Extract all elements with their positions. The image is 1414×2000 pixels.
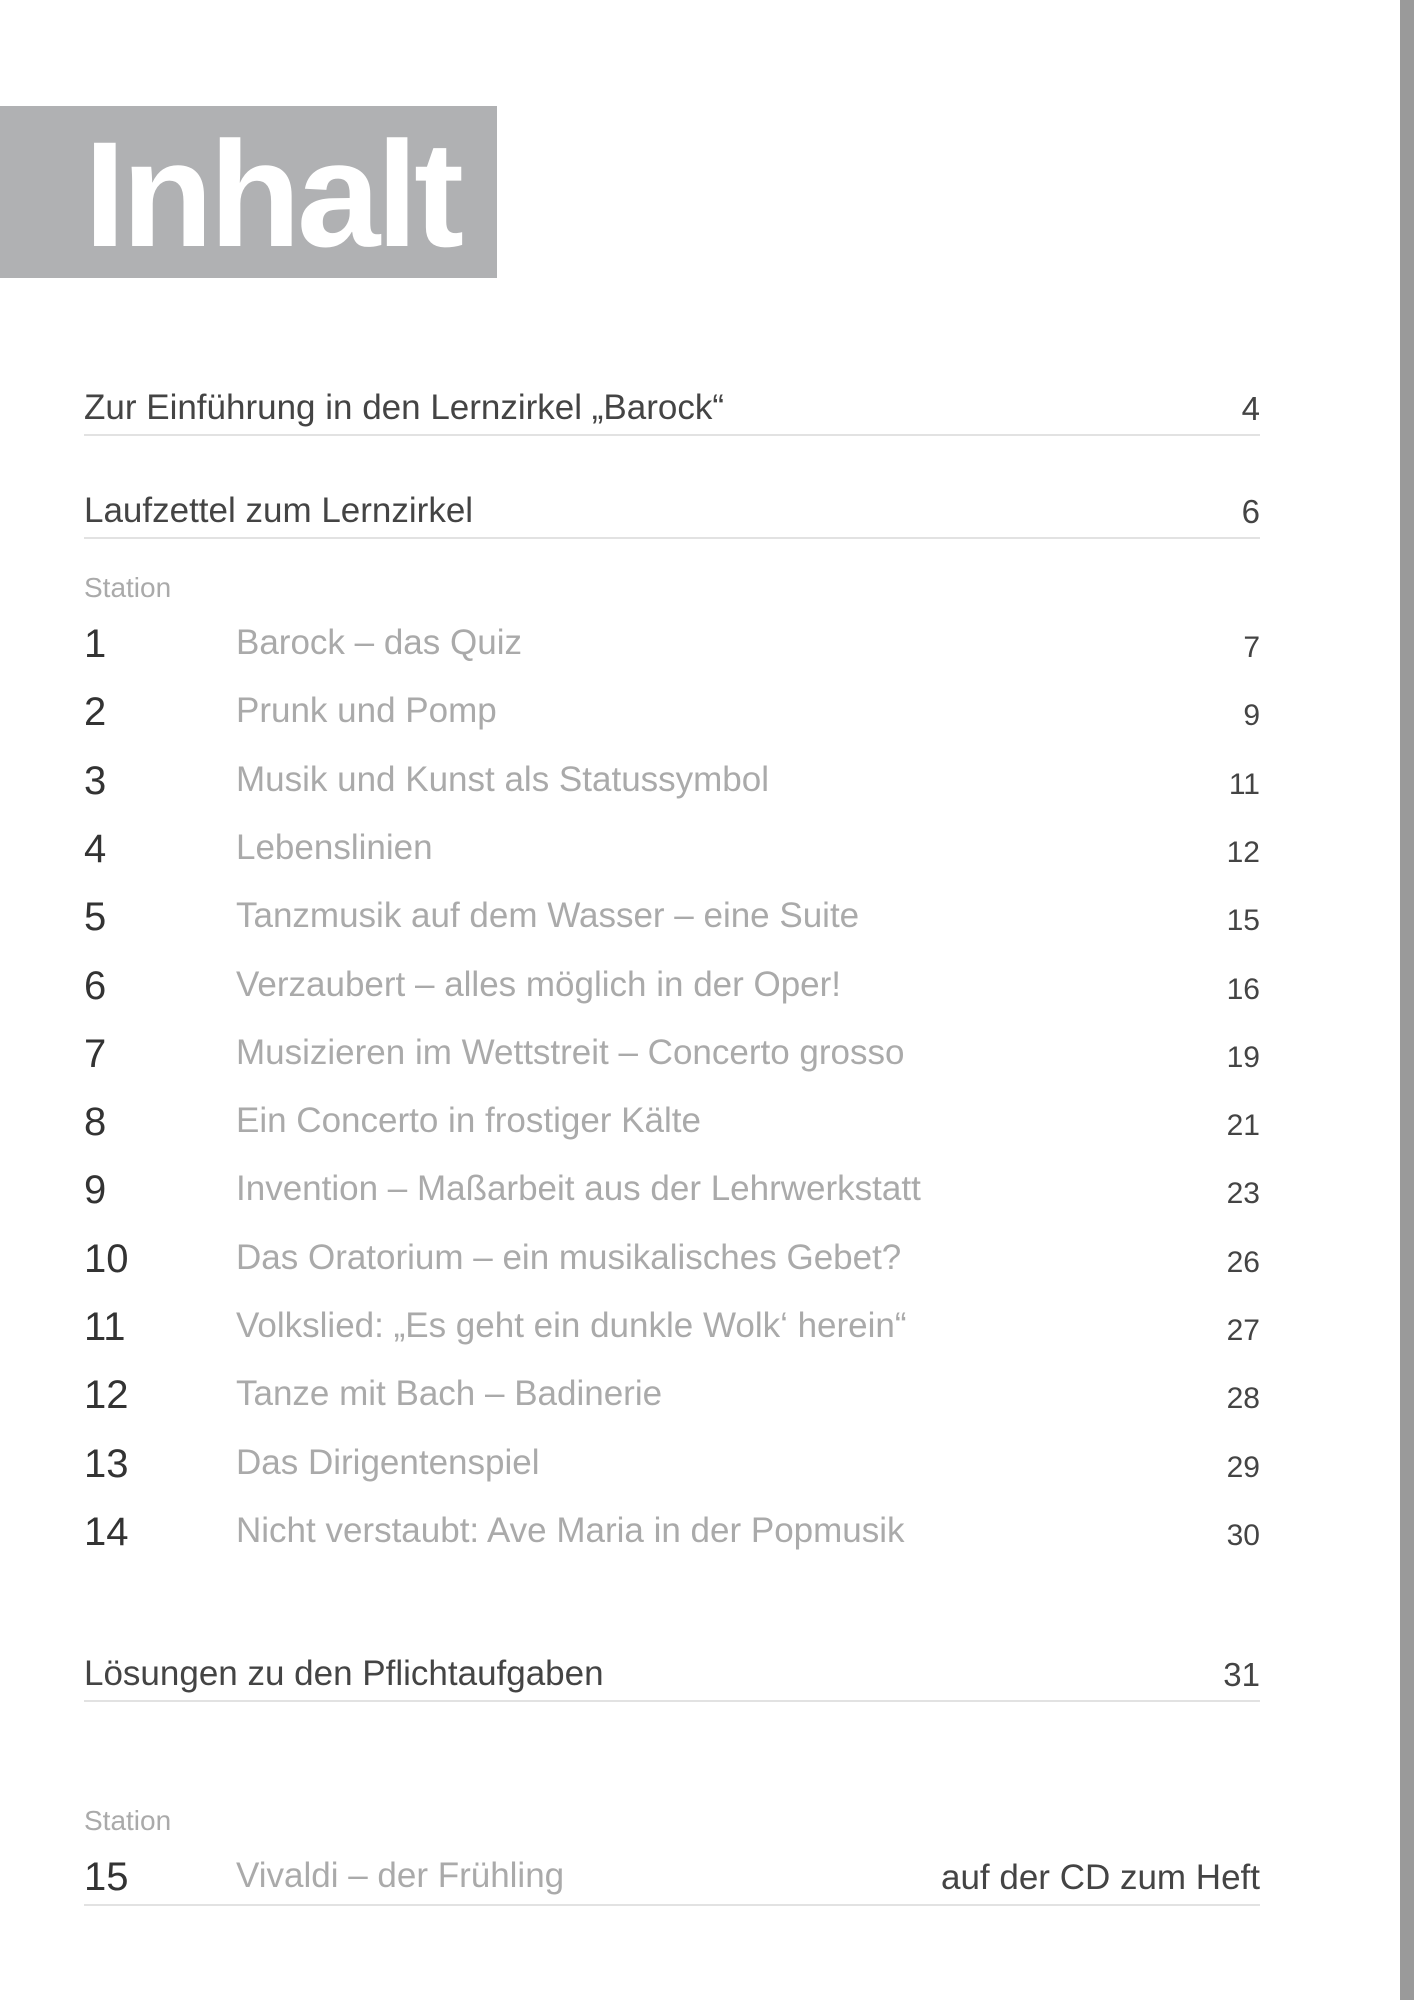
station-title: Musizieren im Wettstreit – Concerto gros…	[236, 1032, 905, 1072]
station-row-13[interactable]: 13 Das Dirigentenspiel 29	[84, 1431, 1260, 1491]
station-page: 23	[1226, 1177, 1260, 1211]
station-title: Verzaubert – alles möglich in der Oper!	[236, 964, 842, 1004]
station-row-8[interactable]: 8 Ein Concerto in frostiger Kälte 21	[84, 1089, 1260, 1149]
station-number: 5	[84, 895, 107, 940]
station-page: 19	[1226, 1040, 1260, 1074]
station-title: Das Dirigentenspiel	[236, 1442, 540, 1482]
station-title: Invention – Maßarbeit aus der Lehrwerkst…	[236, 1169, 921, 1209]
station-row-11[interactable]: 11 Volkslied: „Es geht ein dunkle Wolk‘ h…	[84, 1294, 1260, 1354]
station-number: 7	[84, 1031, 107, 1076]
station-number: 3	[84, 758, 107, 803]
station-page: 30	[1226, 1518, 1260, 1552]
station-row-6[interactable]: 6 Verzaubert – alles möglich in der Oper!…	[84, 953, 1260, 1013]
station-number: 11	[84, 1305, 126, 1349]
toc-entry-laufzettel[interactable]: Laufzettel zum Lernzirkel 6	[84, 487, 1260, 539]
toc-entry-page: 31	[1223, 1656, 1260, 1693]
station-title: Vivaldi – der Frühling	[236, 1856, 565, 1895]
station-heading: Station	[84, 572, 172, 603]
station-row-2[interactable]: 2 Prunk und Pomp 9	[84, 679, 1260, 739]
toc-entry-label: Zur Einführung in den Lernzirkel „Barock…	[84, 388, 725, 427]
station-page: 26	[1226, 1245, 1260, 1279]
toc-entry-label: Lösungen zu den Pflichtaufgaben	[84, 1654, 604, 1693]
title-banner: Inhalt	[0, 106, 497, 278]
station-page: 29	[1226, 1450, 1260, 1484]
station-title: Ein Concerto in frostiger Kälte	[236, 1101, 701, 1141]
station-row-12[interactable]: 12 Tanze mit Bach – Badinerie 28	[84, 1362, 1260, 1422]
station-title: Nicht verstaubt: Ave Maria in der Popmus…	[236, 1510, 905, 1550]
station-row-14[interactable]: 14 Nicht verstaubt: Ave Maria in der Popm…	[84, 1499, 1260, 1559]
station-title: Lebenslinien	[236, 827, 433, 867]
station-title: Tanze mit Bach – Badinerie	[236, 1374, 663, 1414]
station-page: 27	[1226, 1314, 1260, 1347]
station-row-5[interactable]: 5 Tanzmusik auf dem Wasser – eine Suite 15	[84, 884, 1260, 944]
station-title: Volkslied: „Es geht ein dunkle Wolk‘ her…	[236, 1306, 907, 1345]
station-row-7[interactable]: 7 Musizieren im Wettstreit – Concerto gro…	[84, 1021, 1260, 1081]
station-page: 15	[1226, 904, 1260, 938]
station-number: 12	[84, 1373, 129, 1418]
station-number: 10	[84, 1236, 129, 1281]
station-row-10[interactable]: 10 Das Oratorium – ein musikalisches Gebe…	[84, 1226, 1260, 1286]
station-page: 7	[1243, 631, 1260, 664]
station-number: 8	[84, 1100, 107, 1145]
toc-entry-introduction[interactable]: Zur Einführung in den Lernzirkel „Barock…	[84, 384, 1260, 436]
station-row-9[interactable]: 9 Invention – Maßarbeit aus der Lehrwerks…	[84, 1157, 1260, 1217]
toc-entry-solutions[interactable]: Lösungen zu den Pflichtaufgaben 31	[84, 1650, 1260, 1702]
toc-entry-label: Laufzettel zum Lernzirkel	[84, 491, 474, 530]
station-page: 16	[1226, 972, 1260, 1006]
station-page: 9	[1243, 699, 1260, 733]
station-title: Prunk und Pomp	[236, 691, 497, 731]
station-number: 14	[84, 1509, 129, 1554]
toc-entry-page: 6	[1241, 493, 1260, 530]
toc-entry-page: 4	[1241, 390, 1260, 427]
station-number: 15	[84, 1855, 129, 1899]
station-row-15[interactable]: 15 Vivaldi – der Frühling auf der CD zum…	[84, 1844, 1260, 1906]
station-title: Das Oratorium – ein musikalisches Gebet?	[236, 1237, 902, 1277]
station-title: Musik und Kunst als Statussymbol	[236, 759, 770, 799]
station-row-1[interactable]: 1 Barock – das Quiz 7	[84, 611, 1260, 671]
station-title: Barock – das Quiz	[236, 623, 522, 662]
station-number: 9	[84, 1168, 107, 1213]
station-row-3[interactable]: 3 Musik und Kunst als Statussymbol 11	[84, 748, 1260, 808]
page-edge	[1400, 0, 1414, 2000]
station-number: 6	[84, 963, 107, 1008]
station-page: 28	[1226, 1382, 1260, 1416]
station-number: 2	[84, 690, 107, 735]
station-page: auf der CD zum Heft	[941, 1858, 1260, 1897]
station-number: 1	[84, 622, 107, 666]
station-title: Tanzmusik auf dem Wasser – eine Suite	[236, 896, 860, 936]
station-page: 11	[1228, 767, 1260, 801]
station-row-4[interactable]: 4 Lebenslinien 12	[84, 816, 1260, 876]
station-number: 4	[84, 826, 107, 871]
page-title: Inhalt	[84, 110, 464, 278]
station-page: 12	[1226, 835, 1260, 869]
station-heading-2: Station	[84, 1805, 172, 1836]
station-page: 21	[1226, 1109, 1260, 1143]
station-number: 13	[84, 1441, 129, 1486]
